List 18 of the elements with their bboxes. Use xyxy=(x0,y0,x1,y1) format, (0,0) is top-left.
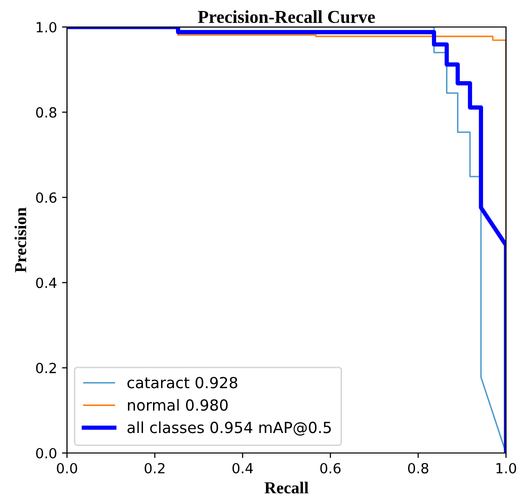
y-tick-label: 0.0 xyxy=(36,448,56,458)
x-axis-title: Recall xyxy=(264,482,308,494)
legend-label: cataract 0.928 xyxy=(127,376,238,388)
y-tick-label: 1.0 xyxy=(36,22,56,32)
x-tick-label: 0.6 xyxy=(320,462,341,474)
y-tick-label: 0.6 xyxy=(36,192,56,203)
x-tick-label: 0.0 xyxy=(56,462,78,474)
y-tick-label: 0.8 xyxy=(36,107,56,118)
x-tick-label: 0.2 xyxy=(144,462,164,474)
legend-label: all classes 0.954 mAP@0.5 xyxy=(128,421,331,436)
x-tick-label: 0.4 xyxy=(232,462,253,474)
x-tick-label: 0.8 xyxy=(408,462,428,474)
y-tick-label: 0.4 xyxy=(36,278,56,288)
x-tick-label: 1.0 xyxy=(496,462,516,474)
chart-title: Precision-Recall Curve xyxy=(198,10,375,24)
legend-label: normal 0.980 xyxy=(128,398,228,411)
y-tick-label: 0.2 xyxy=(36,362,56,374)
y-axis-title: Precision xyxy=(14,208,26,272)
